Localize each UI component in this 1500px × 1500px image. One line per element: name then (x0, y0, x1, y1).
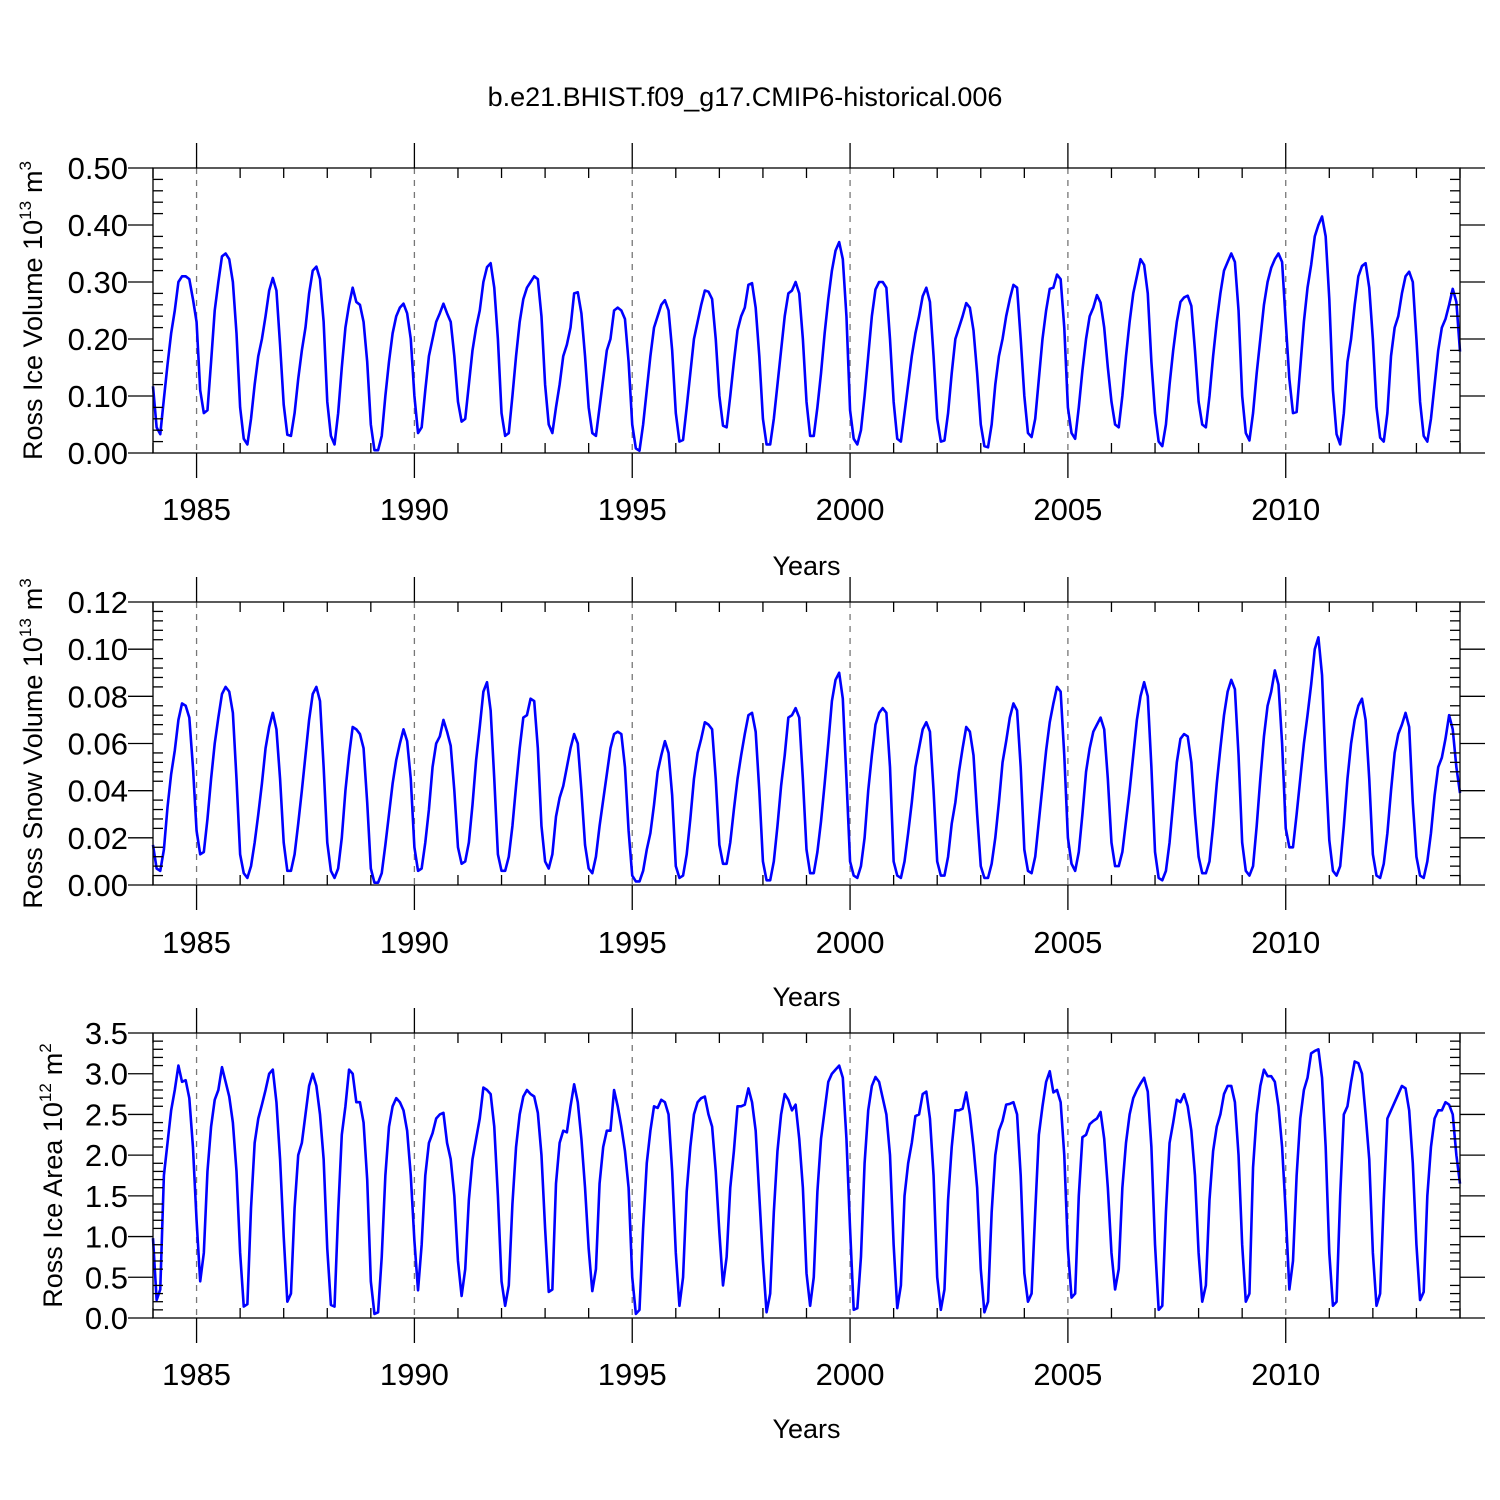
y-label-unit: m (38, 1053, 68, 1076)
x-tick-label: 2005 (1033, 1357, 1102, 1392)
x-tick-labels: 1985 1990 1995 2000 2005 2010 (162, 1357, 1320, 1392)
y-tick-label: 2.5 (85, 1097, 128, 1132)
x-tick-label: 2005 (1033, 925, 1102, 960)
ticks (128, 1008, 1485, 1343)
ticks (128, 143, 1485, 478)
y-tick-label: 0.30 (68, 265, 128, 300)
x-axis-label: Years (772, 551, 840, 581)
x-tick-label: 2000 (816, 492, 885, 527)
y-label-unit: m (18, 588, 48, 611)
y-tick-label: 1.0 (85, 1220, 128, 1255)
x-tick-label: 1990 (380, 492, 449, 527)
y-tick-label: 0.50 (68, 151, 128, 186)
y-tick-label: 1.5 (85, 1179, 128, 1214)
x-tick-label: 1995 (598, 492, 667, 527)
panel-snow-volume: 0.00 0.02 0.04 0.06 0.08 0.10 0.12 1985 1990 199… (16, 577, 1485, 1012)
y-tick-label: 0.06 (68, 727, 128, 762)
series-line (151, 215, 1462, 453)
y-tick-label: 0.00 (68, 436, 128, 471)
x-tick-labels: 1985 1990 1995 2000 2005 2010 (162, 925, 1320, 960)
x-tick-label: 2010 (1251, 1357, 1320, 1392)
y-label-text: Ross Ice Volume 10 (18, 220, 48, 460)
x-axis-label: Years (772, 1414, 840, 1444)
y-label-exp: 12 (36, 1083, 55, 1102)
series-line (151, 1047, 1462, 1316)
y-label-exp: 13 (16, 618, 35, 637)
y-tick-label: 0.08 (68, 679, 128, 714)
series-line-group (151, 636, 1462, 884)
y-tick-label: 0.5 (85, 1260, 128, 1295)
series-line (151, 636, 1462, 884)
y-axis-label: Ross Snow Volume 1013 m3 (16, 578, 48, 909)
x-tick-label: 1995 (598, 1357, 667, 1392)
x-tick-label: 1990 (380, 1357, 449, 1392)
x-tick-label: 2010 (1251, 925, 1320, 960)
y-label-text: Ross Snow Volume 10 (18, 637, 48, 909)
y-tick-label: 0.40 (68, 208, 128, 243)
y-tick-labels: 0.00 0.10 0.20 0.30 0.40 0.50 (68, 151, 128, 471)
y-tick-label: 0.02 (68, 821, 128, 856)
y-tick-labels: 0.00 0.02 0.04 0.06 0.08 0.10 0.12 (68, 585, 128, 903)
y-tick-label: 2.0 (85, 1138, 128, 1173)
y-label-unit-exp: 3 (16, 161, 35, 170)
x-tick-label: 1990 (380, 925, 449, 960)
y-tick-label: 0.04 (68, 774, 128, 809)
y-label-unit: m (18, 170, 48, 193)
y-label-unit-exp: 3 (16, 578, 35, 587)
x-tick-label: 2010 (1251, 492, 1320, 527)
x-tick-label: 1995 (598, 925, 667, 960)
y-tick-label: 3.0 (85, 1057, 128, 1092)
x-tick-labels: 1985 1990 1995 2000 2005 2010 (162, 492, 1320, 527)
y-tick-label: 0.00 (68, 868, 128, 903)
y-tick-label: 0.20 (68, 322, 128, 357)
x-tick-label: 2000 (816, 925, 885, 960)
y-tick-label: 0.10 (68, 379, 128, 414)
x-tick-label: 1985 (162, 925, 231, 960)
x-tick-label: 1985 (162, 492, 231, 527)
y-axis-label: Ross Ice Volume 1013 m3 (16, 161, 48, 460)
y-axis-label: Ross Ice Area 1012 m2 (36, 1043, 68, 1308)
series-line-group (151, 1047, 1462, 1316)
x-tick-label: 2000 (816, 1357, 885, 1392)
y-label-unit-exp: 2 (36, 1043, 55, 1052)
y-tick-labels: 0.0 0.5 1.0 1.5 2.0 2.5 3.0 3.5 (85, 1016, 128, 1336)
y-label-exp: 13 (16, 201, 35, 220)
panel-ice-area: 0.0 0.5 1.0 1.5 2.0 2.5 3.0 3.5 1985 1990 1995 200… (36, 1008, 1485, 1444)
x-tick-label: 2005 (1033, 492, 1102, 527)
y-tick-label: 3.5 (85, 1016, 128, 1051)
y-tick-label: 0.0 (85, 1301, 128, 1336)
y-tick-label: 0.12 (68, 585, 128, 620)
series-line-group (151, 215, 1462, 453)
y-label-text: Ross Ice Area 10 (38, 1102, 68, 1308)
x-tick-label: 1985 (162, 1357, 231, 1392)
ticks (128, 577, 1485, 910)
x-axis-label: Years (772, 982, 840, 1012)
figure-title: b.e21.BHIST.f09_g17.CMIP6-historical.006 (488, 82, 1003, 112)
y-tick-label: 0.10 (68, 632, 128, 667)
panel-ice-volume: 0.00 0.10 0.20 0.30 0.40 0.50 1985 1990 1995 200… (16, 143, 1485, 581)
